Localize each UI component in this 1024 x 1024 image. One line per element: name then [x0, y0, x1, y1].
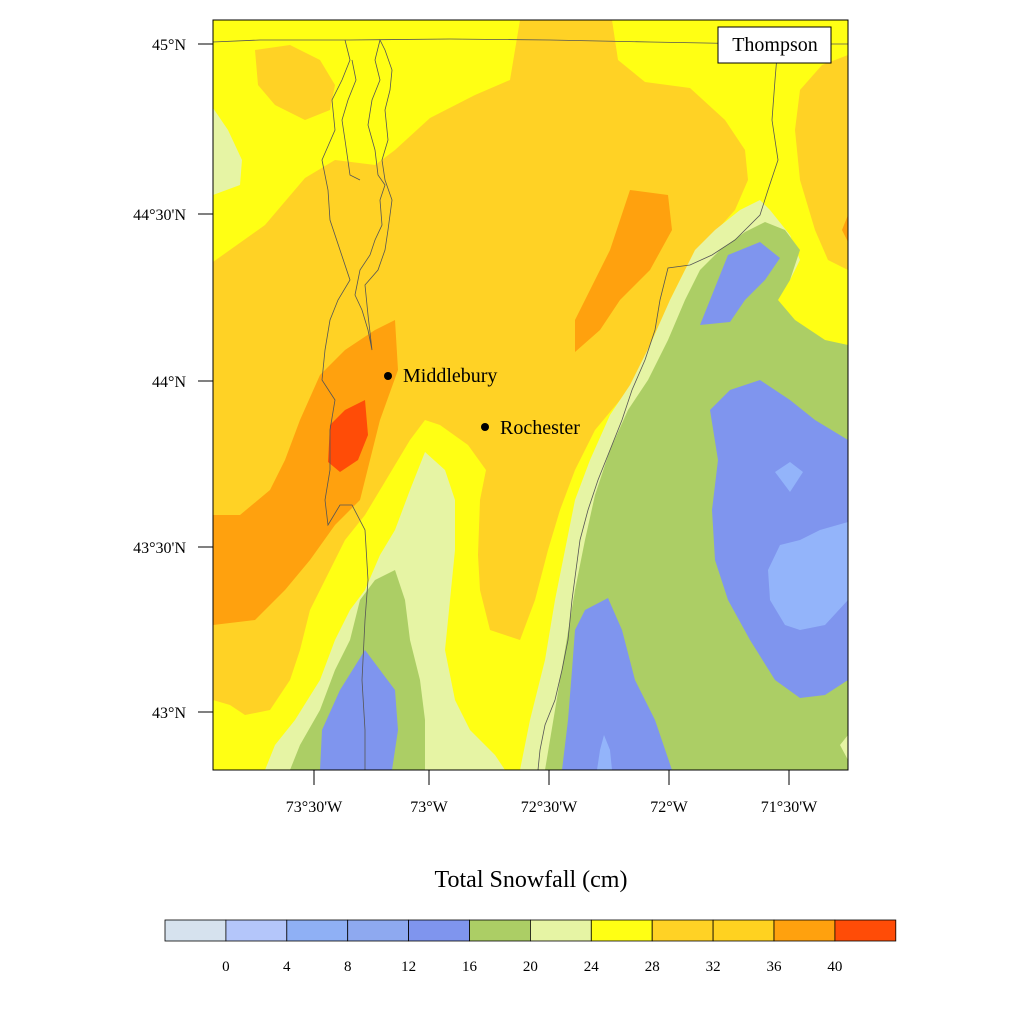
colorbar-label-12: 12	[401, 959, 416, 975]
colorbar-label-36: 36	[767, 959, 783, 975]
model-label-frame	[717, 26, 832, 64]
y-axis-labels: 45°N 44°30'N 44°N 43°30'N 43°N	[133, 37, 186, 722]
x-axis	[313, 770, 790, 785]
lake-champlain	[354, 38, 393, 351]
colorbar-swatch-7	[590, 919, 653, 942]
contour-24-west	[213, 108, 242, 195]
colorbar: 0 4 8 12 16 20 24 28 32 36 40	[164, 919, 897, 975]
y-axis	[198, 43, 213, 713]
contour-16-southwest	[320, 650, 398, 770]
contour-16-south-center	[562, 598, 672, 770]
city-markers: Middlebury Rochester	[384, 365, 580, 439]
colorbar-swatch-2	[286, 919, 349, 942]
colorbar-swatch-1	[225, 919, 288, 942]
colorbar-label-16: 16	[462, 959, 478, 975]
state-borders	[213, 38, 848, 770]
model-label-box: Thompson	[717, 26, 832, 64]
x-tick-label-5: 71°30'W	[761, 799, 818, 816]
legend-title: Total Snowfall (cm)	[435, 867, 628, 893]
contour-32-east	[795, 55, 848, 270]
colorbar-label-4: 4	[283, 959, 291, 975]
colorbar-swatch-10	[773, 919, 836, 942]
contour-12-south-sliver	[597, 735, 612, 770]
contour-12-east-small	[775, 462, 803, 492]
x-tick-label-3: 72°30'W	[521, 799, 578, 816]
x-tick-label-4: 72°W	[650, 799, 688, 816]
city-label-middlebury: Middlebury	[403, 365, 497, 387]
x-tick-label-2: 73°W	[410, 799, 448, 816]
contour-32-blob-north	[255, 45, 335, 120]
colorbar-swatch-6	[530, 919, 592, 942]
colorbar-label-40: 40	[827, 959, 842, 975]
contour-32-region	[213, 20, 748, 715]
x-axis-labels: 73°30'W 73°W 72°30'W 72°W 71°30'W	[286, 799, 818, 816]
colorbar-swatch-0	[164, 919, 227, 942]
colorbar-swatch-8	[651, 919, 714, 942]
ny-vt-border	[321, 39, 369, 770]
x-tick-label-1: 73°30'W	[286, 799, 343, 816]
colorbar-swatch-3	[347, 919, 410, 942]
y-tick-label-5: 43°N	[152, 705, 186, 722]
colorbar-swatch-9	[712, 919, 775, 942]
map-plot-area	[213, 20, 848, 770]
colorbar-label-8: 8	[344, 959, 352, 975]
y-tick-label-4: 43°30'N	[133, 540, 186, 557]
y-tick-label-3: 44°N	[152, 374, 186, 391]
city-label-rochester: Rochester	[500, 417, 580, 439]
map-frame	[212, 19, 849, 771]
colorbar-label-0: 0	[222, 959, 230, 975]
y-tick-label-1: 45°N	[152, 37, 186, 54]
vt-nh-border	[537, 43, 779, 770]
colorbar-swatch-11	[834, 919, 897, 942]
model-label-text: Thompson	[732, 34, 818, 56]
contour-36-west	[213, 320, 398, 625]
colorbar-label-24: 24	[584, 959, 600, 975]
y-tick-label-2: 44°30'N	[133, 207, 186, 224]
contour-16-northeast	[700, 242, 780, 325]
contour-40-west	[328, 400, 368, 472]
city-dot-rochester	[481, 423, 489, 431]
contour-36-northeast	[575, 190, 672, 352]
city-dot-middlebury	[384, 372, 392, 380]
colorbar-swatch-5	[469, 919, 531, 942]
contour-12-east	[768, 522, 848, 630]
colorbar-label-28: 28	[645, 959, 660, 975]
contour-24-se-corner	[840, 735, 848, 760]
lake-champlain-west	[341, 59, 361, 181]
contour-40-east-sliver	[842, 215, 848, 242]
colorbar-label-32: 32	[706, 959, 721, 975]
colorbar-label-20: 20	[523, 959, 538, 975]
colorbar-swatch-4	[408, 919, 470, 942]
